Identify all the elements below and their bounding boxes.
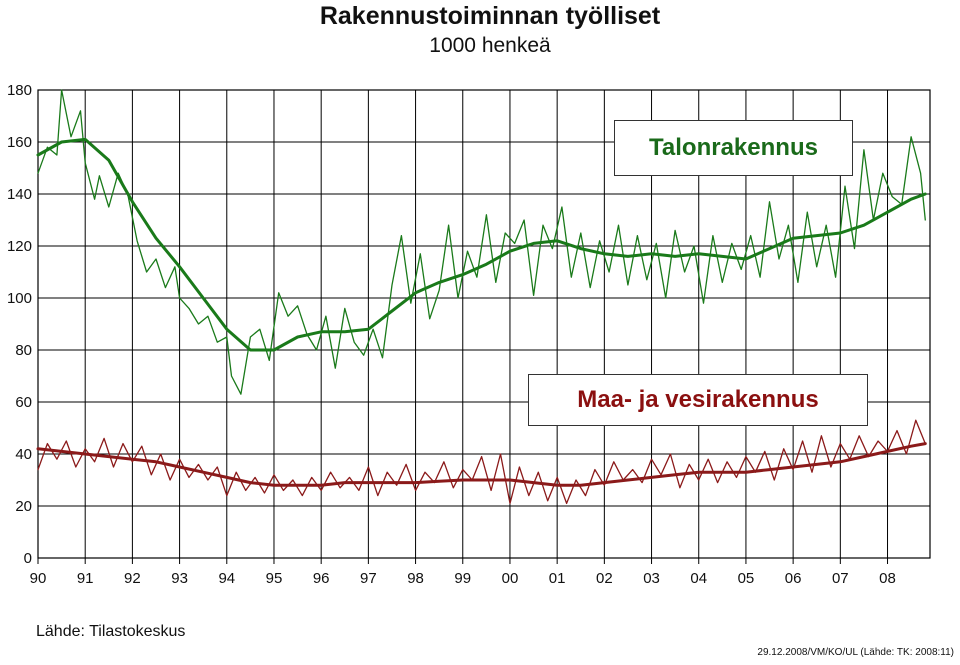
x-tick-label: 99 [454,570,471,587]
y-tick-label: 180 [7,82,32,99]
y-tick-label: 160 [7,134,32,151]
y-tick-label: 140 [7,186,32,203]
x-tick-label: 05 [738,570,755,587]
series-line-raw-talonrakennus [37,89,926,395]
legend-talonrakennus: Talonrakennus [614,120,853,176]
y-tick-label: 40 [15,446,32,463]
chart-subtitle: 1000 henkeä [429,34,551,57]
x-tick-label: 97 [360,570,377,587]
chart-title: Rakennustoiminnan työlliset [319,2,661,30]
x-tick-label: 00 [502,570,519,587]
y-tick-label: 20 [15,498,32,515]
credit-note: 29.12.2008/VM/KO/UL (Lähde: TK: 2008:11) [757,647,954,658]
y-tick-label: 0 [24,550,32,567]
x-tick-label: 90 [30,570,47,587]
x-tick-label: 03 [643,570,660,587]
legend-maa-ja-vesirakennus: Maa- ja vesirakennus [528,374,868,426]
x-tick-label: 95 [266,570,283,587]
x-tick-label: 06 [785,570,802,587]
x-tick-label: 93 [171,570,188,587]
x-tick-label: 94 [218,570,235,587]
x-tick-label: 98 [407,570,424,587]
x-tick-label: 96 [313,570,330,587]
x-tick-label: 04 [690,570,707,587]
x-tick-label: 01 [549,570,566,587]
x-tick-label: 02 [596,570,613,587]
x-tick-label: 08 [879,570,896,587]
series-line-trend-maa-ja-vesirakennus [36,442,927,487]
x-tick-label: 91 [77,570,94,587]
y-tick-label: 120 [7,238,32,255]
x-tick-label: 07 [832,570,849,587]
y-tick-label: 60 [15,394,32,411]
y-tick-label: 80 [15,342,32,359]
x-tick-label: 92 [124,570,141,587]
source-note: Lähde: Tilastokeskus [36,623,186,640]
y-tick-label: 100 [7,290,32,307]
series-line-trend-talonrakennus [36,137,927,352]
